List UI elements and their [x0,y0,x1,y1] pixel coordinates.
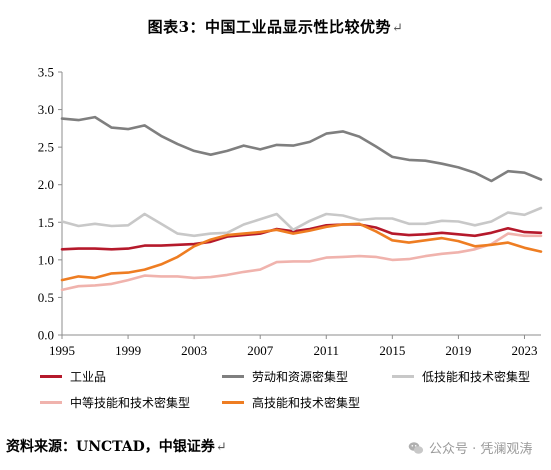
legend-swatch [40,375,62,378]
legend-swatch [222,401,244,404]
watermark-text: 公众号 · 凭澜观涛 [429,442,533,457]
legend-swatch [392,375,414,378]
watermark: 公众号 · 凭澜观涛 [408,438,532,457]
x-tick-label: 1995 [49,343,75,358]
wechat-icon [408,441,424,454]
paragraph-mark-icon: ↵ [392,21,404,36]
y-tick-label: 1.0 [38,252,54,267]
x-tick-label: 2019 [445,343,471,358]
legend-item-low_tech: 低技能和技术密集型 [392,368,530,385]
y-tick-label: 2.5 [38,140,54,155]
chart-title-text: 图表3：中国工业品显示性比较优势 [147,18,392,36]
chart-series-group [60,115,543,292]
x-tick-label: 2015 [379,343,405,358]
source-note: 资料来源：UNCTAD，中银证券↵ [6,436,227,456]
series-line-mid_tech [60,232,543,292]
x-tick-label: 2011 [314,343,340,358]
legend-swatch [40,401,62,404]
legend-label: 劳动和资源密集型 [252,370,349,384]
y-tick-label: 2.0 [38,177,54,192]
series-line-low_tech [60,206,543,238]
legend-label: 工业品 [70,370,107,384]
y-tick-label: 0.5 [38,290,54,305]
chart-title: 图表3：中国工业品显示性比较优势↵ [0,16,551,37]
x-tick-label: 2007 [247,343,274,358]
y-tick-label: 3.5 [38,65,54,80]
series-line-industrial [60,223,543,251]
legend-item-labor: 劳动和资源密集型 [222,368,348,385]
x-tick-label: 2003 [181,343,207,358]
y-tick-label: 3.0 [38,102,54,117]
y-tick-label: 0.0 [38,328,54,343]
source-text: 资料来源：UNCTAD，中银证券 [6,439,215,455]
legend-label: 低技能和技术密集型 [422,370,531,384]
legend-swatch [222,375,244,378]
legend-item-industrial: 工业品 [40,368,106,385]
line-chart: 0.0 0.5 1.0 1.5 2.0 2.5 3.0 3.5 1995 1999 2003 2007… [38,65,543,358]
series-line-high_tech [60,222,543,282]
x-tick-label: 2023 [511,343,537,358]
y-tick-label: 1.5 [38,215,54,230]
legend-item-high_tech: 高技能和技术密集型 [222,394,360,411]
x-tick-label: 1999 [115,343,141,358]
paragraph-mark-icon: ↵ [215,440,227,455]
legend-label: 高技能和技术密集型 [252,396,361,410]
chart-axes: 0.0 0.5 1.0 1.5 2.0 2.5 3.0 3.5 1995 1999 2003 2007… [38,65,541,358]
legend-label: 中等技能和技术密集型 [70,396,191,410]
series-line-labor [60,115,543,183]
legend-item-mid_tech: 中等技能和技术密集型 [40,394,190,411]
